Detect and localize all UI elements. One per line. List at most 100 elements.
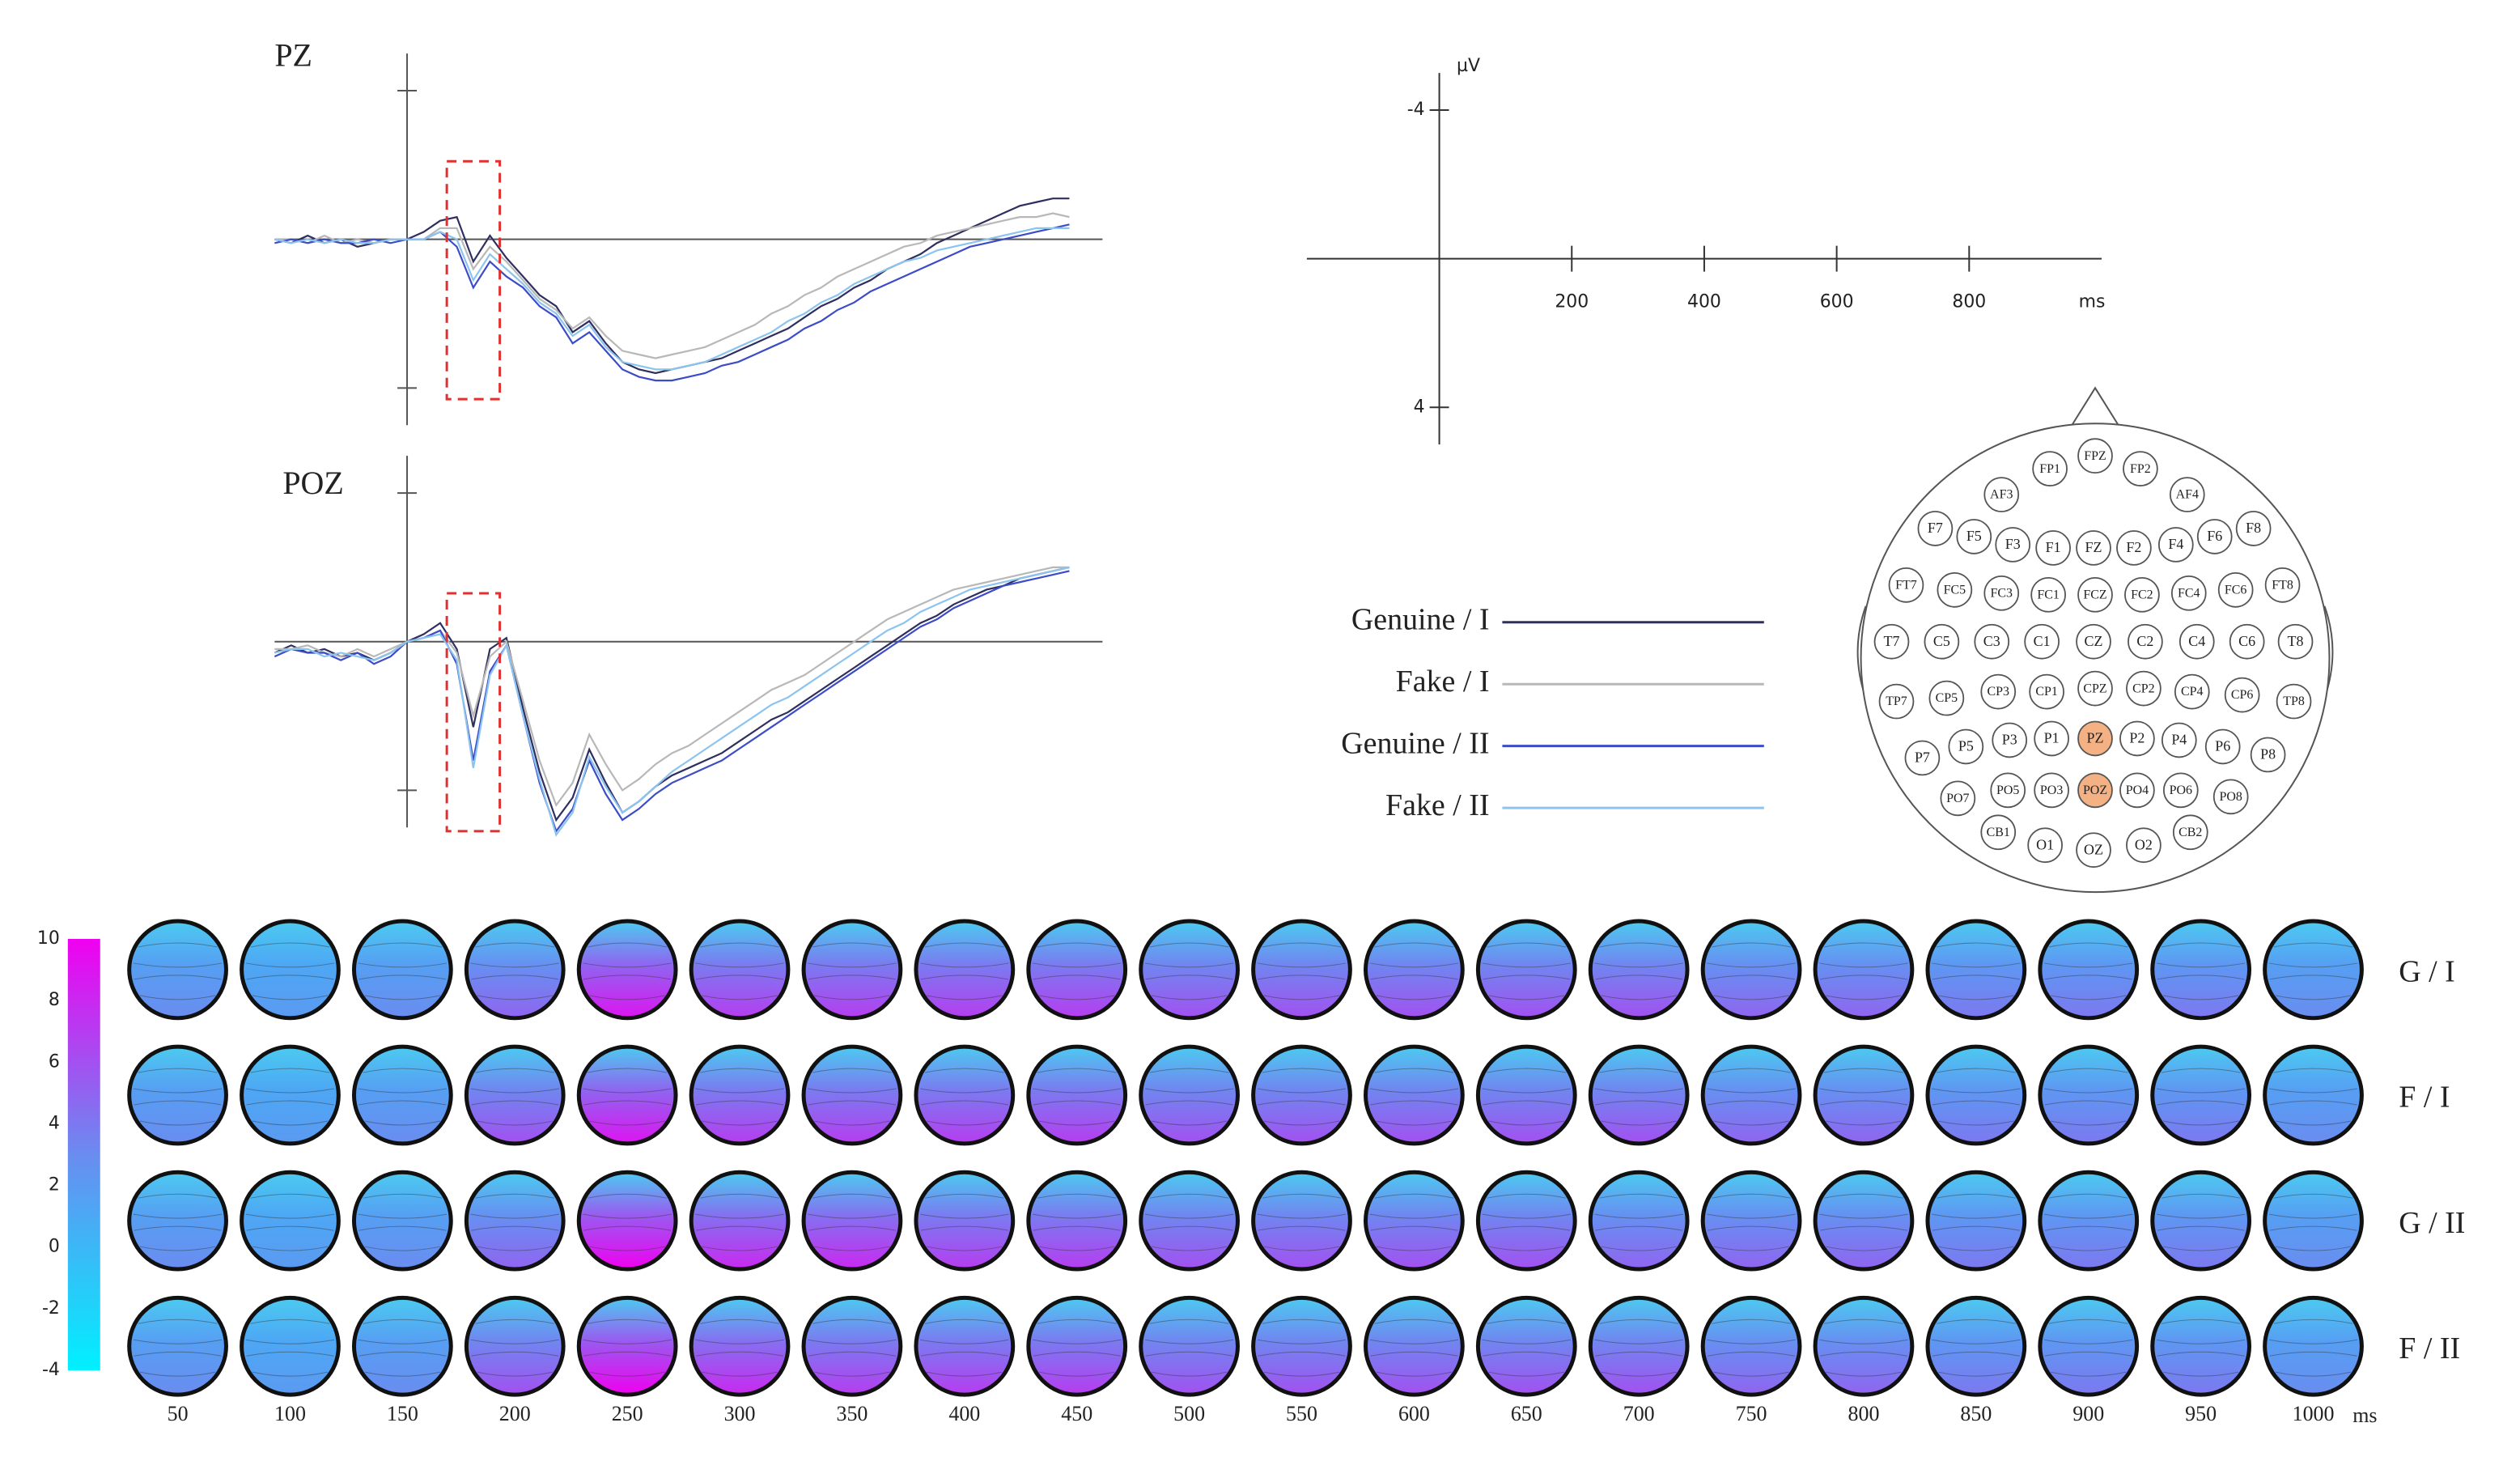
electrode-label: F3 <box>2005 536 2021 552</box>
electrode <box>2224 677 2260 713</box>
topomap <box>914 1170 1016 1272</box>
contour <box>1144 962 1234 968</box>
electrode-label: AF3 <box>1990 488 2013 502</box>
x-tick-label: 200 <box>1555 292 1589 312</box>
electrode <box>2027 827 2063 864</box>
contour <box>2275 1371 2352 1377</box>
contour <box>134 1351 222 1357</box>
contour <box>2044 1351 2132 1357</box>
topomap <box>801 1044 903 1146</box>
contour <box>2268 962 2358 968</box>
contour <box>477 1120 553 1126</box>
contour <box>1151 1371 1228 1377</box>
contour <box>364 995 441 1000</box>
electrode-label: P7 <box>1915 750 1930 766</box>
electrode-label: AF4 <box>2176 488 2199 502</box>
contour <box>2275 995 2352 1000</box>
contour <box>138 1068 218 1073</box>
row-label: G / I <box>2399 955 2454 989</box>
topomap <box>801 919 903 1021</box>
contour <box>1369 1213 1459 1219</box>
contour <box>700 1193 779 1199</box>
waveform <box>274 212 1070 359</box>
contour <box>1144 1339 1234 1344</box>
topomap <box>2150 1170 2252 1272</box>
contour <box>2051 995 2127 1000</box>
highlight-window <box>445 592 502 833</box>
electrode <box>2119 772 2155 809</box>
contour <box>2156 1339 2246 1344</box>
topomap <box>1475 919 1577 1021</box>
contour <box>920 1088 1009 1094</box>
contour <box>2273 942 2353 948</box>
contour <box>1819 1339 1908 1344</box>
contour <box>808 1088 897 1094</box>
electrode-label: P6 <box>2215 738 2230 754</box>
contour <box>358 1088 448 1094</box>
contour <box>808 1213 897 1219</box>
contour <box>2269 1351 2357 1357</box>
contour <box>702 995 778 1000</box>
topomap <box>1700 919 1802 1021</box>
contour <box>1599 942 1679 948</box>
contour <box>246 1100 334 1106</box>
topomap <box>1251 1044 1352 1146</box>
electrode <box>2076 832 2111 869</box>
contour <box>920 1100 1008 1106</box>
electrode-label: F7 <box>1928 520 1943 536</box>
topomap <box>2150 1295 2252 1397</box>
topomap <box>1925 919 2027 1021</box>
contour <box>1712 1068 1791 1073</box>
contour <box>1149 1193 1229 1199</box>
electrode <box>2264 567 2301 603</box>
electrode-label: FCZ <box>2083 588 2106 601</box>
topomap <box>914 1044 1016 1146</box>
topomap <box>351 1170 453 1272</box>
electrode <box>2077 772 2113 809</box>
topomap <box>1139 1295 1240 1397</box>
electrode-label: PO8 <box>2220 790 2242 804</box>
contour <box>1707 1088 1796 1094</box>
topomap <box>464 919 566 1021</box>
contour <box>1488 995 1564 1000</box>
contour <box>470 1088 559 1094</box>
time-label: 550 <box>1286 1402 1317 1425</box>
electrode <box>1948 728 1984 765</box>
colorbar-tick-label: 6 <box>49 1051 60 1072</box>
contour <box>808 975 897 980</box>
contour <box>1149 1068 1229 1073</box>
contour <box>1144 1088 1234 1094</box>
contour <box>1708 1100 1796 1106</box>
contour <box>2156 1088 2246 1094</box>
electrode-label: FC6 <box>2225 583 2247 597</box>
contour <box>2156 1213 2246 1219</box>
contour <box>1487 1068 1567 1073</box>
contour <box>2157 975 2245 980</box>
contour <box>2162 1371 2239 1377</box>
electrode-label: PO6 <box>2170 784 2192 797</box>
electrode <box>2034 720 2069 757</box>
time-label: 850 <box>1960 1402 1992 1425</box>
contour <box>814 995 890 1000</box>
contour <box>1258 975 1346 980</box>
contour <box>1713 1120 1789 1126</box>
electrode <box>1995 527 2031 563</box>
contour <box>358 962 448 968</box>
topomap <box>689 1295 791 1397</box>
contour <box>250 1319 330 1324</box>
row-label: G / II <box>2399 1206 2465 1240</box>
contour <box>138 1193 218 1199</box>
contour <box>139 1120 216 1126</box>
electrode <box>1990 772 2026 809</box>
contour <box>2273 1068 2353 1073</box>
contour <box>364 1371 441 1377</box>
topomap <box>689 1170 791 1272</box>
contour <box>2044 1225 2132 1231</box>
contour <box>1824 942 1903 948</box>
contour <box>1599 1319 1679 1324</box>
electrode <box>2124 576 2160 613</box>
contour <box>920 1339 1009 1344</box>
contour <box>2268 1088 2358 1094</box>
contour <box>1262 1319 1342 1324</box>
contour <box>1262 1068 1342 1073</box>
